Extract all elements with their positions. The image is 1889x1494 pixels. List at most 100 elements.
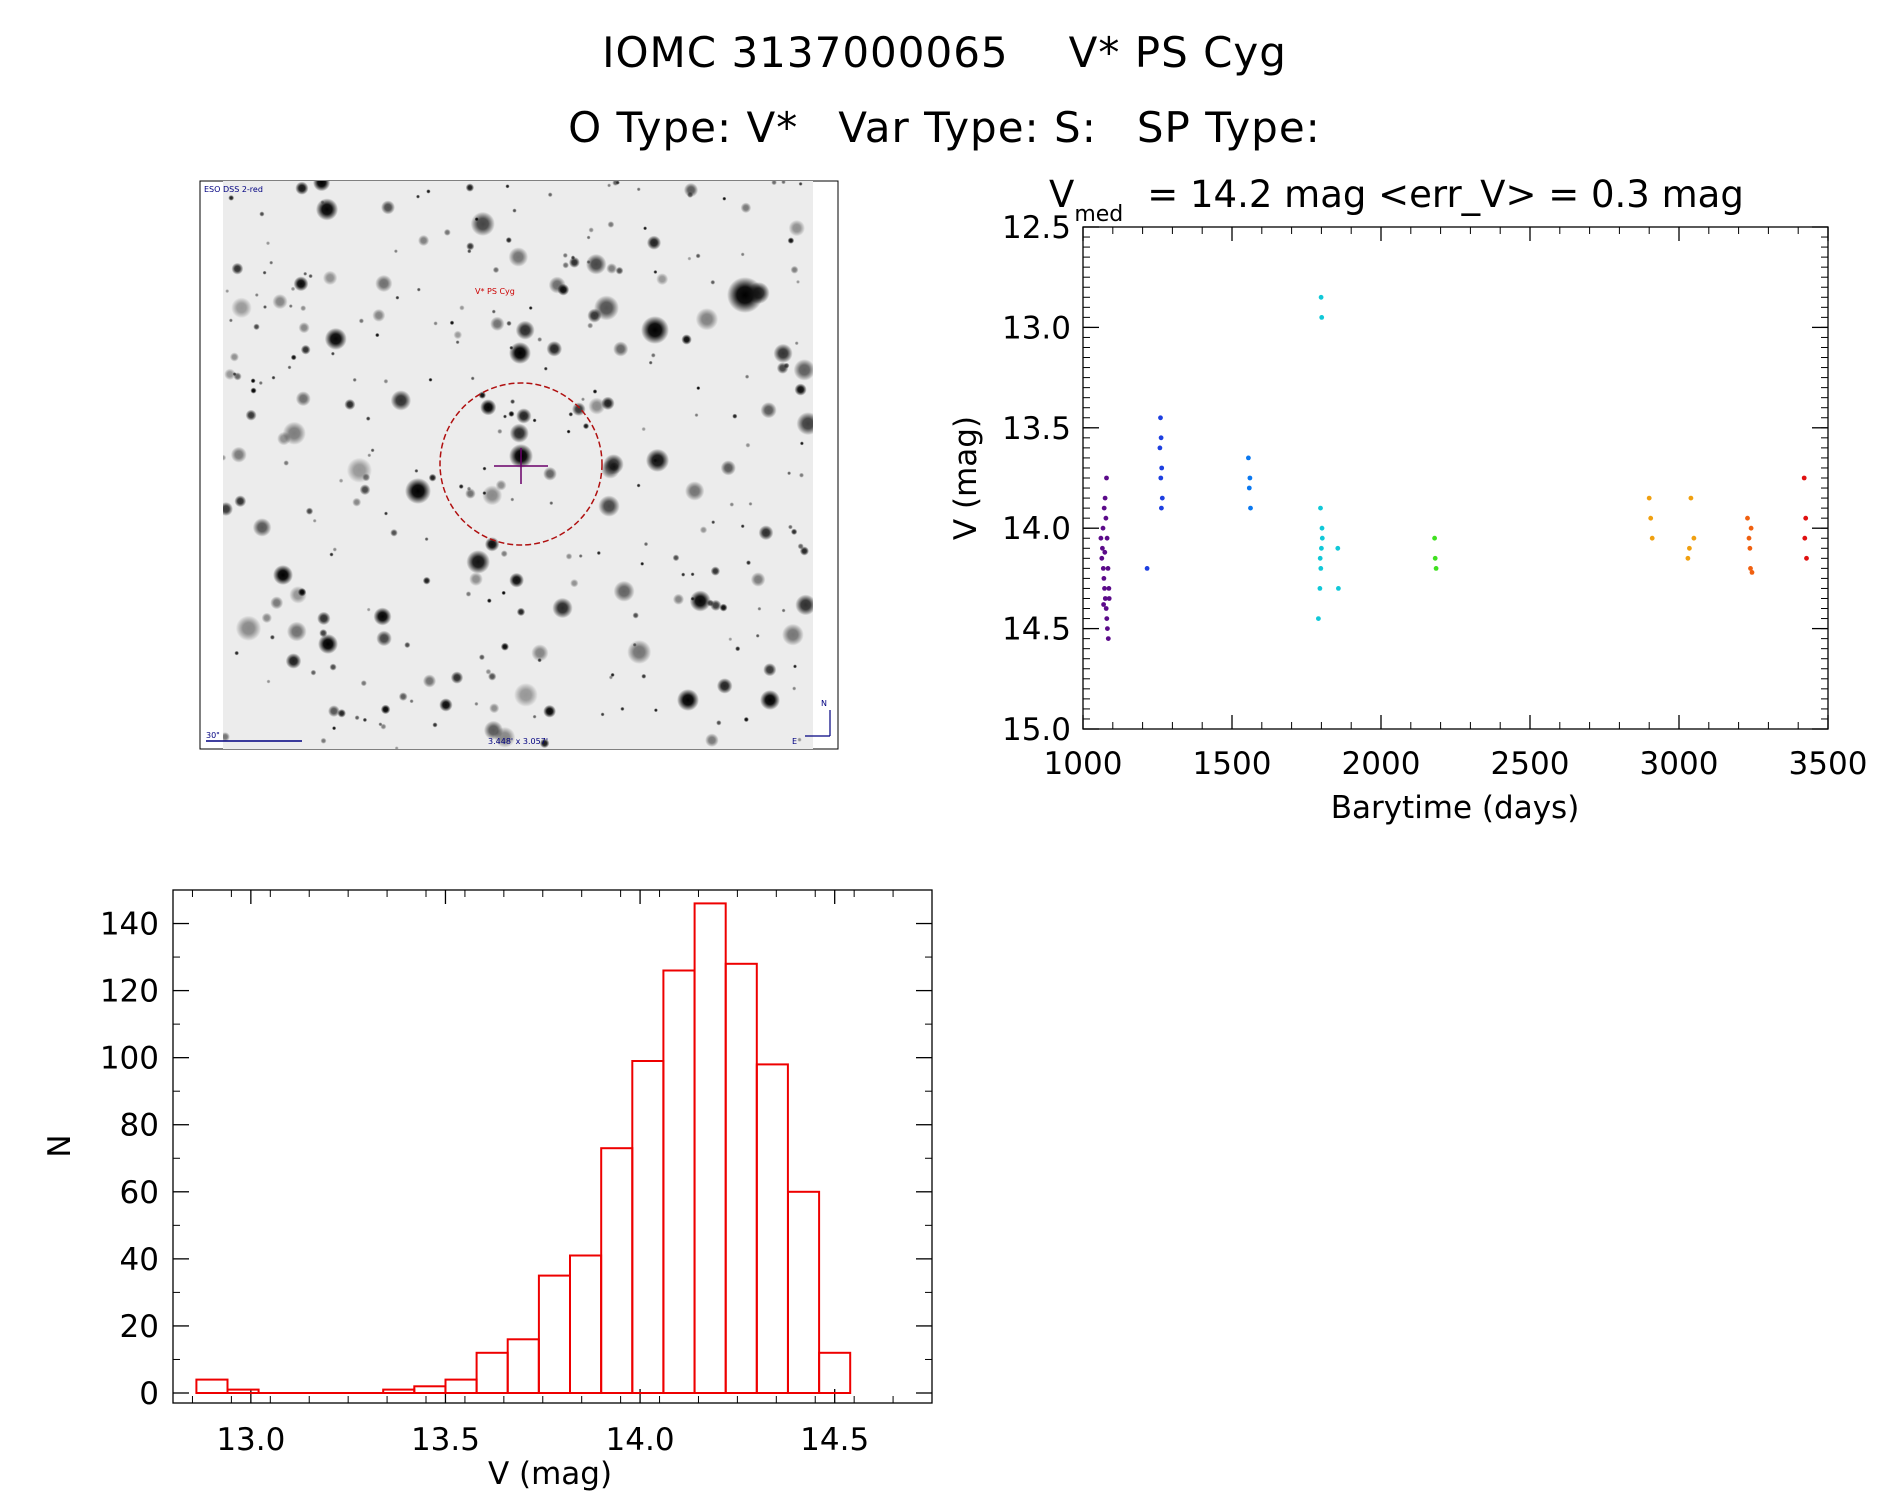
star (272, 294, 288, 310)
star (508, 410, 515, 417)
star (359, 484, 371, 496)
star (615, 266, 624, 275)
hist-xtick-label: 14.0 (606, 1422, 675, 1458)
lc-point (1319, 315, 1325, 320)
star (711, 520, 716, 525)
lc-point (1104, 535, 1110, 541)
star (467, 249, 472, 254)
star (568, 256, 580, 268)
star (262, 270, 267, 275)
star (480, 399, 497, 416)
star (453, 330, 463, 340)
star (503, 414, 507, 419)
star (796, 279, 800, 284)
star (252, 518, 272, 537)
lc-point (1104, 616, 1110, 621)
lc-point (1102, 596, 1108, 601)
lc-point (1105, 566, 1111, 571)
star (500, 642, 509, 651)
star (793, 359, 813, 381)
star (404, 641, 411, 649)
star-field (223, 181, 813, 749)
star (716, 678, 733, 694)
lc-xtick-label: 2500 (1491, 746, 1570, 782)
star (384, 511, 388, 516)
target-label: V* PS Cyg (475, 287, 515, 296)
star (506, 320, 512, 327)
star (469, 572, 483, 586)
survey-label: ESO DSS 2-red (204, 185, 263, 194)
star (788, 524, 793, 530)
hist-bar (195, 1378, 229, 1394)
star (466, 550, 491, 574)
lc-point (1804, 555, 1809, 561)
star (409, 699, 414, 704)
star (250, 387, 257, 394)
star (690, 572, 695, 577)
star (646, 235, 662, 250)
star (466, 486, 472, 491)
star (482, 491, 487, 496)
star (797, 737, 802, 742)
lc-point (1432, 535, 1437, 541)
star (543, 366, 548, 371)
star (653, 270, 658, 274)
figure-title: IOMC 3137000065 V* PS Cyg (0, 28, 1889, 77)
lc-point (1157, 445, 1163, 451)
star (305, 507, 314, 515)
star (234, 495, 247, 508)
star (537, 658, 542, 663)
star (743, 716, 749, 723)
star (528, 306, 533, 310)
star (474, 701, 479, 707)
hist-bar (537, 1274, 572, 1394)
star (683, 182, 699, 198)
star (790, 528, 798, 535)
star (320, 737, 327, 744)
hist-ytick-label: 80 (120, 1108, 159, 1144)
star (332, 547, 337, 552)
star (787, 237, 795, 244)
lc-point (1106, 596, 1112, 601)
star (393, 249, 398, 254)
star (716, 720, 722, 726)
lc-point (1159, 505, 1164, 511)
star (755, 633, 760, 638)
lc-ticks: 1000 1500 2000 2500 3000 3500 12.5 13.0 13.5 14.0… (1002, 210, 1867, 782)
lc-point (1646, 495, 1652, 501)
title-id: IOMC 3137000065 (602, 28, 1009, 77)
star (365, 416, 371, 421)
hist-xtick-label: 14.5 (800, 1422, 869, 1458)
lc-point (1100, 566, 1106, 571)
star (231, 262, 244, 275)
star (298, 322, 310, 334)
star (360, 680, 367, 687)
star (259, 211, 265, 217)
star (641, 426, 646, 432)
star (418, 234, 430, 247)
hist-bar (444, 1378, 478, 1394)
star (740, 252, 745, 257)
star (258, 380, 263, 386)
star (488, 672, 497, 681)
lc-point (1801, 475, 1807, 481)
star (449, 320, 455, 326)
lc-xlabel: Barytime (days) (1331, 790, 1580, 826)
star (608, 675, 614, 680)
star (303, 271, 308, 276)
star (613, 580, 635, 602)
star (543, 466, 557, 481)
sptype-label: SP Type: (1136, 103, 1321, 152)
star (338, 478, 344, 484)
lc-xtick-label: 2000 (1342, 746, 1421, 782)
star (515, 320, 535, 340)
star (687, 256, 692, 261)
star (565, 553, 573, 560)
star (322, 270, 338, 286)
star (512, 208, 517, 213)
lc-point (1649, 535, 1655, 541)
star (390, 390, 412, 411)
star (310, 669, 317, 676)
lc-point (1101, 576, 1107, 581)
star (283, 460, 290, 466)
